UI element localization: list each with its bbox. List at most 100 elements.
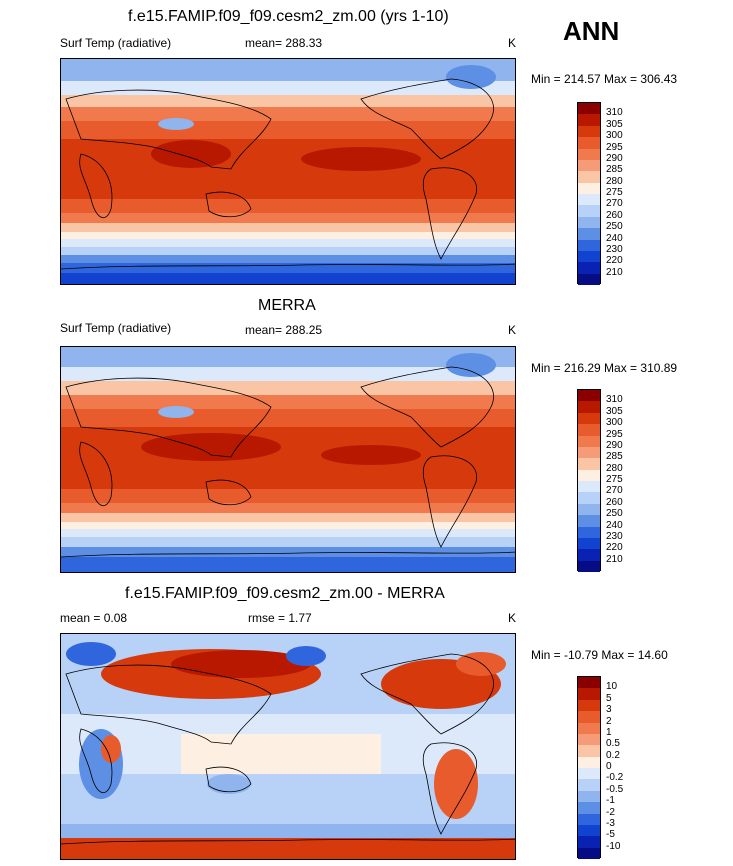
colorbar-swatch [578, 412, 600, 425]
colorbar-tick-label: 290 [606, 439, 623, 451]
colorbar-tick-label: -3 [606, 817, 615, 829]
panel3-map [60, 633, 516, 860]
season-label: ANN [563, 16, 620, 46]
panel3-difference-field [61, 634, 515, 859]
panel1-temperature-field [61, 59, 515, 284]
panel3-minmax: Min = -10.79 Max = 14.60 [531, 648, 668, 662]
colorbar-tick-label: 270 [606, 485, 623, 497]
colorbar-swatch [578, 492, 600, 504]
colorbar-tick-label: -0.5 [606, 783, 624, 795]
panel3-units-label: K [508, 611, 517, 625]
colorbar-swatch [578, 469, 600, 481]
panel2-minmax: Min = 216.29 Max = 310.89 [531, 361, 678, 375]
panel2-colorbar [577, 389, 601, 572]
panel1-variable-label: Surf Temp (radiative) [60, 36, 172, 50]
colorbar-tick-label: 250 [606, 221, 623, 233]
colorbar-tick-label: 295 [606, 428, 623, 440]
colorbar-tick-label: 250 [606, 508, 623, 520]
colorbar-tick-label: 305 [606, 118, 623, 130]
colorbar-tick-label: 220 [606, 255, 623, 267]
colorbar-swatch [578, 137, 600, 149]
panel3-colorbar [577, 676, 601, 859]
colorbar-tick-label: 240 [606, 519, 623, 531]
colorbar-swatch [578, 790, 600, 803]
colorbar-swatch [578, 114, 600, 126]
panel1-map [60, 58, 516, 285]
colorbar-tick-label: 280 [606, 462, 623, 474]
colorbar-tick-label: 5 [606, 692, 612, 704]
panel2-temperature-field [61, 347, 515, 572]
colorbar-swatch [578, 537, 600, 550]
colorbar-swatch [578, 148, 600, 160]
colorbar-swatch [578, 216, 600, 229]
colorbar-swatch [578, 159, 600, 172]
colorbar-swatch [578, 688, 600, 700]
colorbar-tick-label: 295 [606, 141, 623, 153]
colorbar-swatch [578, 458, 600, 470]
colorbar-tick-label: 300 [606, 417, 623, 429]
colorbar-swatch [578, 182, 600, 194]
colorbar-tick-label: -2 [606, 806, 615, 818]
colorbar-swatch [578, 205, 600, 217]
colorbar-swatch [578, 250, 600, 263]
colorbar-tick-label: 275 [606, 474, 623, 485]
colorbar-tick-label: 300 [606, 130, 623, 142]
colorbar-swatch [578, 711, 600, 723]
colorbar-tick-label: 230 [606, 243, 623, 255]
colorbar-swatch [578, 779, 600, 791]
panel1-mean-label: mean= 288.33 [245, 36, 323, 50]
colorbar-swatch [578, 103, 600, 115]
colorbar-tick-label: 10 [606, 681, 618, 693]
colorbar-tick-label: 280 [606, 175, 623, 187]
panel2-variable-label: Surf Temp (radiative) [60, 321, 172, 335]
colorbar-swatch [578, 239, 600, 251]
colorbar-tick-label: 210 [606, 266, 623, 278]
colorbar-swatch [578, 390, 600, 402]
colorbar-tick-label: 290 [606, 152, 623, 164]
colorbar-swatch [578, 722, 600, 734]
panel1-units-label: K [508, 36, 517, 50]
colorbar-tick-label: 0.5 [606, 738, 620, 750]
colorbar-tick-label: 2 [606, 715, 612, 727]
colorbar-tick-label: 260 [606, 496, 623, 508]
colorbar-swatch [578, 424, 600, 436]
colorbar-swatch [578, 733, 600, 746]
colorbar-tick-label: 310 [606, 107, 623, 119]
colorbar-swatch [578, 824, 600, 837]
colorbar-swatch [578, 836, 600, 848]
colorbar-tick-label: 285 [606, 164, 623, 176]
colorbar-swatch [578, 194, 600, 206]
colorbar-tick-label: 0 [606, 761, 612, 772]
colorbar-tick-label: 270 [606, 198, 623, 210]
panel1-colorbar [577, 102, 601, 285]
panel1-minmax: Min = 214.57 Max = 306.43 [531, 72, 678, 86]
colorbar-tick-label: 275 [606, 187, 623, 198]
colorbar-swatch [578, 228, 600, 240]
colorbar-swatch [578, 503, 600, 516]
colorbar-tick-label: -5 [606, 829, 615, 841]
colorbar-swatch [578, 813, 600, 825]
colorbar-swatch [578, 435, 600, 447]
panel2-map [60, 346, 516, 573]
colorbar-swatch [578, 481, 600, 493]
colorbar-swatch [578, 262, 600, 274]
colorbar-swatch [578, 549, 600, 561]
colorbar-tick-label: 240 [606, 232, 623, 244]
colorbar-tick-label: 0.2 [606, 749, 620, 761]
panel2-title: MERRA [258, 297, 316, 314]
colorbar-swatch [578, 768, 600, 780]
colorbar-swatch [578, 446, 600, 459]
colorbar-tick-label: 210 [606, 553, 623, 565]
colorbar-swatch [578, 560, 600, 572]
colorbar-tick-label: 310 [606, 394, 623, 406]
colorbar-swatch [578, 273, 600, 285]
colorbar-swatch [578, 401, 600, 413]
panel3-rmse-label: rmse = 1.77 [248, 611, 312, 625]
panel2-mean-label: mean= 288.25 [245, 323, 323, 337]
panel3-title: f.e15.FAMIP.f09_f09.cesm2_zm.00 - MERRA [125, 585, 445, 602]
colorbar-swatch [578, 677, 600, 689]
colorbar-swatch [578, 515, 600, 527]
colorbar-tick-label: 1 [606, 726, 612, 738]
colorbar-tick-label: -1 [606, 795, 615, 807]
colorbar-tick-label: 305 [606, 405, 623, 417]
